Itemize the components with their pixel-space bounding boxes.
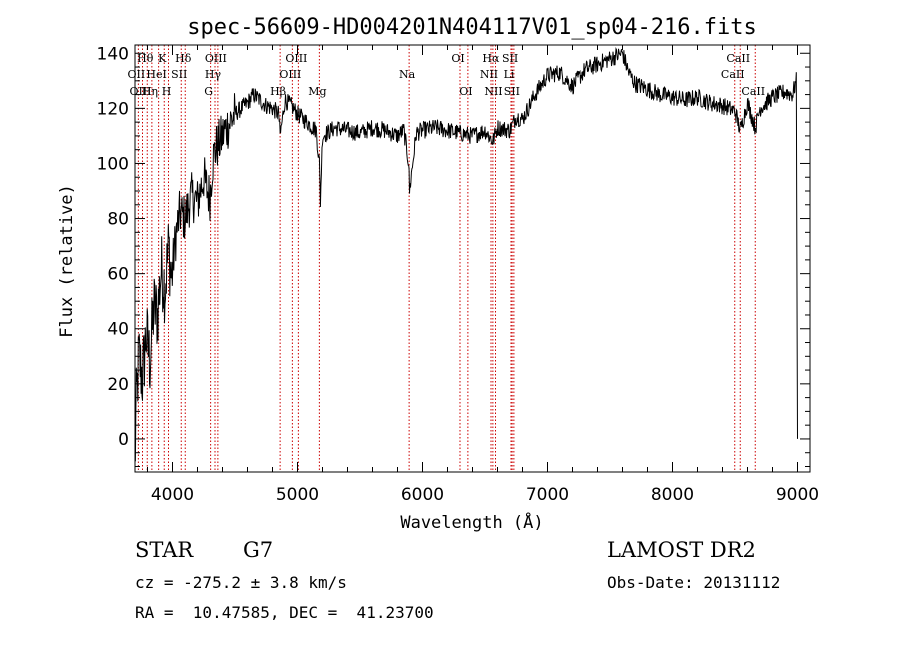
- line-label: OII: [128, 68, 146, 81]
- y-tick-label: 20: [107, 375, 129, 395]
- y-tick-label: 40: [107, 320, 129, 340]
- line-label: Hα: [482, 52, 500, 65]
- line-label: Mg: [308, 85, 326, 98]
- line-label: K: [158, 52, 167, 65]
- line-label: SII: [171, 68, 187, 81]
- line-label: Hγ: [205, 68, 222, 81]
- survey-name: LAMOST DR2: [607, 538, 756, 562]
- line-label: CaII: [726, 52, 750, 65]
- obs-date: Obs-Date: 20131112: [607, 573, 781, 592]
- line-label: OIII: [285, 52, 307, 65]
- line-label: OI: [459, 85, 472, 98]
- x-tick-label: 7000: [526, 485, 569, 505]
- line-label: OIII: [205, 52, 227, 65]
- spectrum-series: [134, 46, 798, 462]
- x-tick-label: 6000: [401, 485, 444, 505]
- y-tick-label: 120: [97, 99, 129, 119]
- x-tick-label: 9000: [776, 485, 819, 505]
- y-tick-label: 80: [107, 210, 129, 230]
- plot-axes: 4000 5000 6000 7000 8000 9000 0 20 40 60 80 100 120 1…: [97, 44, 820, 505]
- line-label: OI: [451, 52, 464, 65]
- line-label: HeI: [146, 68, 166, 81]
- y-axis-label: Flux (relative): [57, 184, 77, 338]
- coordinates: RA = 10.47585, DEC = 41.23700: [135, 603, 434, 622]
- redshift-readout: cz = -275.2 ± 3.8 km/s: [135, 573, 347, 592]
- object-subclass: G7: [243, 538, 274, 562]
- line-label: Na: [399, 68, 416, 81]
- x-tick-label: 4000: [151, 485, 194, 505]
- object-class: STAR: [135, 538, 194, 562]
- line-label: G: [204, 85, 213, 98]
- y-tick-label: 0: [118, 430, 129, 450]
- line-label: CaII: [741, 85, 765, 98]
- x-tick-label: 5000: [276, 485, 319, 505]
- spectrum-line: [134, 46, 798, 462]
- y-tick-label: 100: [97, 154, 129, 174]
- line-label: Hδ: [175, 52, 192, 65]
- line-labels: HθOIIHηOIIIHeIKHSIIHδGHγOIIIHβOIIIOIIIMg…: [128, 52, 766, 98]
- line-label: H: [162, 85, 172, 98]
- line-label: SII: [502, 52, 518, 65]
- chart-title: spec-56609-HD004201N404117V01_sp04-216.f…: [187, 15, 757, 40]
- y-tick-label: 140: [97, 44, 129, 64]
- line-markers: [137, 45, 756, 472]
- line-label: OIII: [129, 85, 151, 98]
- line-label: OIII: [279, 68, 301, 81]
- line-label: CaII: [721, 68, 745, 81]
- line-label: Li: [504, 68, 515, 81]
- line-label: SII: [504, 85, 520, 98]
- y-tick-label: 60: [107, 265, 129, 285]
- line-label: Hθ: [137, 52, 154, 65]
- line-label: NII: [480, 68, 498, 81]
- line-label: Hη: [142, 85, 158, 98]
- line-label: NII: [484, 85, 502, 98]
- x-axis-label: Wavelength (Å): [400, 511, 543, 533]
- line-label: Hβ: [270, 85, 286, 98]
- x-tick-label: 8000: [651, 485, 694, 505]
